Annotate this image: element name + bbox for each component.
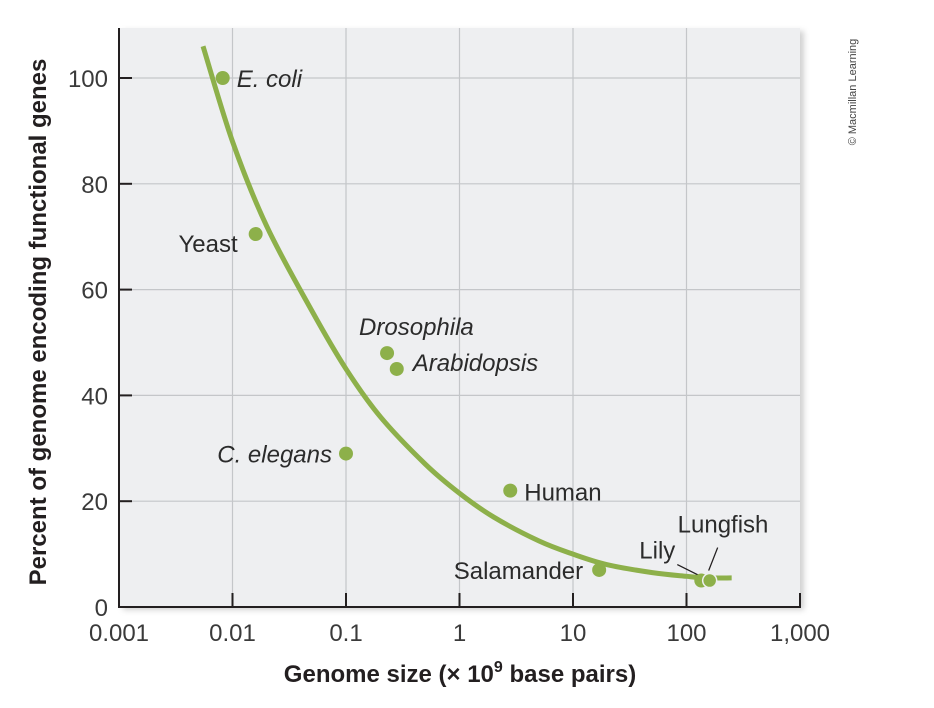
point-yeast bbox=[248, 227, 263, 242]
leader-line-lily bbox=[677, 563, 700, 577]
x-axis-title-superscript: 9 bbox=[494, 659, 503, 676]
x-tick-label: 0.1 bbox=[329, 620, 362, 647]
x-tick-label: 100 bbox=[666, 620, 706, 647]
point-drosophila bbox=[380, 346, 395, 361]
leader-lines bbox=[677, 547, 719, 577]
y-tick-label: 0 bbox=[95, 595, 108, 622]
x-axis-title-main: Genome size (× 10 bbox=[284, 661, 494, 688]
y-tick-label: 60 bbox=[81, 278, 108, 305]
copyright-credit: © Macmillan Learning bbox=[847, 39, 859, 146]
point-salamander bbox=[592, 562, 607, 577]
label-yeast: Yeast bbox=[178, 231, 238, 258]
x-axis-title: Genome size (× 109 base pairs) bbox=[284, 659, 636, 688]
y-axis-title: Percent of genome encoding functional ge… bbox=[25, 59, 52, 586]
point-e-coli bbox=[215, 71, 230, 85]
x-tick-label: 0.001 bbox=[89, 620, 149, 647]
data-points bbox=[215, 71, 718, 589]
label-lily: Lily bbox=[639, 538, 675, 565]
label-e-coli: E. coli bbox=[237, 66, 303, 93]
point-arabidopsis bbox=[389, 361, 404, 376]
y-tick-label: 100 bbox=[68, 66, 108, 93]
y-tick-label: 80 bbox=[81, 172, 108, 199]
point-c-elegans bbox=[339, 446, 353, 461]
point-human bbox=[503, 483, 518, 498]
label-lungfish: Lungfish bbox=[678, 512, 769, 539]
grid-lines bbox=[119, 28, 800, 607]
x-tick-label: 1 bbox=[453, 620, 466, 647]
x-tick-label: 0.01 bbox=[209, 620, 256, 647]
label-drosophila: Drosophila bbox=[359, 314, 474, 341]
label-arabidopsis: Arabidopsis bbox=[411, 350, 538, 377]
label-salamander: Salamander bbox=[454, 558, 583, 585]
point-labels: E. coli Yeast Drosophila Arabidopsis C. eleg… bbox=[178, 66, 768, 585]
label-human: Human bbox=[524, 480, 601, 507]
x-tick-label: 10 bbox=[560, 620, 587, 647]
x-tick-label: 1,000 bbox=[770, 620, 830, 647]
point-lungfish bbox=[701, 572, 718, 589]
label-c-elegans: C. elegans bbox=[217, 442, 332, 469]
axes: 0 20 40 60 80 100 0.001 0.01 0.1 1 10 100 1,000 bbox=[68, 28, 830, 647]
y-tick-label: 20 bbox=[81, 489, 108, 516]
y-tick-label: 40 bbox=[81, 383, 108, 410]
leader-line-lungfish bbox=[708, 547, 719, 571]
trend-curve-path bbox=[200, 45, 732, 581]
x-axis-title-tail: base pairs) bbox=[503, 661, 636, 688]
trend-curve bbox=[200, 45, 732, 581]
